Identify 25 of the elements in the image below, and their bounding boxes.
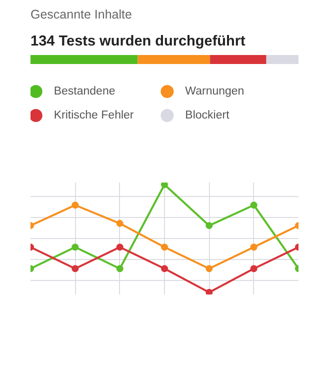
point xyxy=(250,244,258,251)
bar xyxy=(210,55,266,64)
point xyxy=(72,244,79,251)
point xyxy=(116,244,124,251)
legend-label: Kritische Fehler xyxy=(54,110,134,122)
bar xyxy=(266,55,298,64)
point xyxy=(161,265,168,272)
chart-title: Gescannte Inhalte xyxy=(30,8,132,22)
point xyxy=(72,202,79,209)
point xyxy=(116,265,124,272)
bar xyxy=(30,55,138,64)
legend-label: Warnungen xyxy=(185,86,244,98)
point xyxy=(206,222,213,230)
point xyxy=(250,202,258,209)
legend-label: Blockiert xyxy=(185,110,230,122)
point xyxy=(161,182,168,188)
point xyxy=(116,220,124,227)
chart-subtitle: 134 Tests wurden durchgeführt xyxy=(30,34,246,50)
point xyxy=(250,265,258,272)
point xyxy=(161,244,168,251)
point xyxy=(206,265,213,272)
legend-label: Bestandene xyxy=(54,86,116,98)
point xyxy=(206,288,213,294)
bar xyxy=(138,55,210,64)
point xyxy=(72,265,79,272)
